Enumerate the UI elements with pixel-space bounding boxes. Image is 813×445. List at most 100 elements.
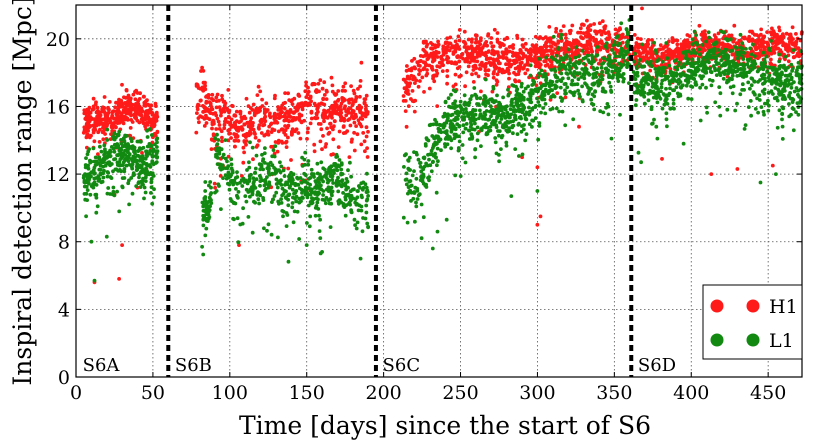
data-point <box>468 120 473 125</box>
data-point <box>708 43 713 48</box>
data-point <box>746 80 751 85</box>
data-point <box>227 187 232 192</box>
data-point <box>559 29 563 33</box>
data-point <box>272 114 276 119</box>
data-point <box>133 155 138 159</box>
data-point <box>281 101 286 106</box>
data-point <box>201 88 206 93</box>
data-point <box>478 67 483 71</box>
data-point <box>435 104 440 108</box>
data-point <box>666 52 671 56</box>
data-point <box>256 84 261 89</box>
data-point <box>508 64 513 69</box>
data-point <box>649 107 654 112</box>
data-point <box>263 179 268 184</box>
data-point <box>216 138 221 142</box>
data-point <box>570 78 575 83</box>
data-point <box>672 49 676 54</box>
data-point <box>582 69 587 74</box>
data-point <box>513 147 518 152</box>
data-point <box>92 278 97 283</box>
data-point <box>445 54 450 59</box>
data-point <box>575 82 580 87</box>
data-point <box>354 226 359 231</box>
data-point <box>429 148 434 153</box>
data-point <box>552 94 557 99</box>
data-point <box>98 172 103 177</box>
data-point <box>616 79 621 83</box>
data-point <box>709 172 714 177</box>
data-point <box>308 214 313 219</box>
data-point <box>126 178 131 183</box>
data-point <box>717 48 721 52</box>
data-point <box>559 79 564 84</box>
data-point <box>330 83 335 88</box>
data-point <box>588 38 593 42</box>
data-point <box>435 229 440 234</box>
data-point <box>578 94 582 99</box>
data-point <box>510 100 514 105</box>
data-point <box>697 23 702 28</box>
data-point <box>455 122 460 126</box>
data-point <box>359 193 364 198</box>
data-point <box>560 99 564 103</box>
data-point <box>152 187 156 192</box>
data-point <box>148 104 152 108</box>
data-point <box>525 68 530 72</box>
data-point <box>588 60 593 65</box>
data-point <box>320 250 324 254</box>
data-point <box>675 91 680 96</box>
data-point <box>84 184 89 189</box>
data-point <box>244 199 249 204</box>
data-point <box>353 197 358 202</box>
data-point <box>143 175 148 180</box>
data-point <box>413 66 418 71</box>
data-point <box>262 133 267 138</box>
data-point <box>145 144 150 149</box>
data-point <box>527 91 532 96</box>
data-point <box>361 180 366 185</box>
data-point <box>490 61 495 66</box>
data-point <box>554 26 559 31</box>
data-point <box>151 162 156 167</box>
data-point <box>547 25 552 29</box>
data-point <box>206 93 211 97</box>
data-point <box>302 171 307 176</box>
data-point <box>445 81 449 86</box>
data-point <box>253 171 257 175</box>
data-point <box>582 76 587 81</box>
data-point <box>256 125 261 130</box>
data-point <box>105 127 110 132</box>
data-point <box>119 111 124 116</box>
data-point <box>121 152 125 157</box>
data-point <box>206 207 211 212</box>
data-point <box>481 52 486 57</box>
data-point <box>148 107 153 111</box>
data-point <box>359 208 364 213</box>
data-point <box>419 202 424 207</box>
data-point <box>149 180 154 185</box>
data-point <box>286 123 291 128</box>
data-point <box>282 174 287 179</box>
data-point <box>752 54 757 58</box>
data-point <box>318 139 323 144</box>
data-point <box>82 192 87 196</box>
data-point <box>251 176 256 181</box>
data-point <box>321 96 326 101</box>
data-point <box>626 32 630 37</box>
data-point <box>437 60 442 65</box>
data-point <box>581 31 586 35</box>
data-point <box>145 169 150 174</box>
data-point <box>464 70 469 75</box>
data-point <box>475 102 479 106</box>
data-point <box>128 100 132 105</box>
data-point <box>557 109 561 114</box>
data-point <box>481 102 485 106</box>
data-point <box>473 92 478 97</box>
data-point <box>615 48 620 53</box>
data-point <box>324 195 329 200</box>
data-point <box>770 45 775 50</box>
data-point <box>306 186 311 191</box>
data-point <box>576 88 580 93</box>
data-point <box>281 209 286 214</box>
